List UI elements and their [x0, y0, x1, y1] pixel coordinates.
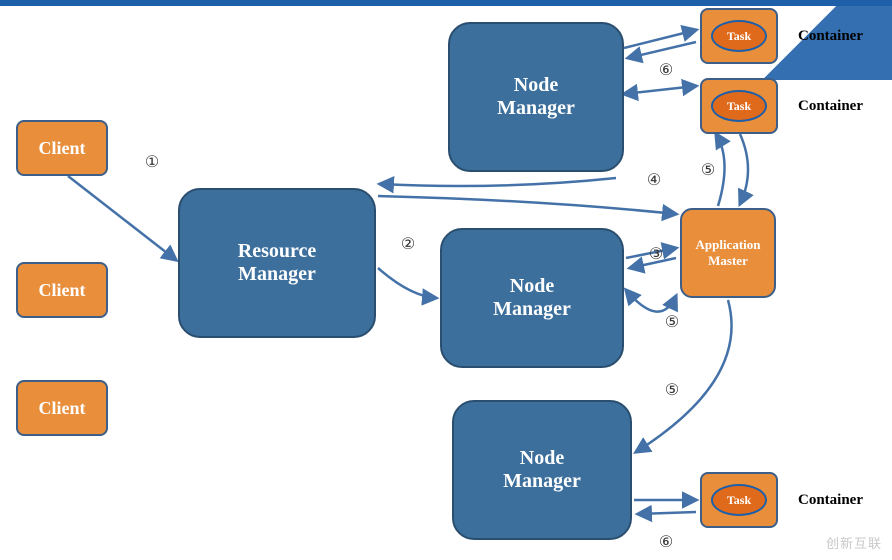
node-client3: Client — [16, 380, 108, 436]
task-ellipse-task2: Task — [711, 90, 767, 122]
task-ellipse-task3: Task — [711, 484, 767, 516]
container-label-c1: Container — [798, 28, 863, 45]
edge — [638, 512, 696, 514]
step-label-s1: ① — [140, 150, 164, 174]
edge — [68, 176, 176, 260]
step-label-s5c: ⑤ — [660, 378, 684, 402]
edge — [624, 30, 696, 48]
step-label-s5b: ⑤ — [660, 310, 684, 334]
step-label-s6b: ⑥ — [654, 530, 678, 554]
edge — [624, 86, 696, 94]
edge — [378, 196, 676, 214]
container-label-c2: Container — [798, 98, 863, 115]
step-label-s2: ② — [396, 232, 420, 256]
node-nm1: Node Manager — [448, 22, 624, 172]
edge — [380, 178, 616, 186]
node-nm2: Node Manager — [440, 228, 624, 368]
step-label-s6a: ⑥ — [654, 58, 678, 82]
container-label-c3: Container — [798, 492, 863, 509]
node-rm: Resource Manager — [178, 188, 376, 338]
edge — [626, 290, 676, 312]
edge — [378, 268, 436, 298]
step-label-s4: ④ — [642, 168, 666, 192]
diagram-canvas: Client Client Client Resource Manager Node M… — [0, 0, 892, 560]
node-appmaster: Application Master — [680, 208, 776, 298]
watermark: 创新互联 — [826, 533, 882, 552]
node-nm3: Node Manager — [452, 400, 632, 540]
task-ellipse-task1: Task — [711, 20, 767, 52]
edge — [740, 134, 748, 204]
node-client1: Client — [16, 120, 108, 176]
edge — [628, 42, 696, 58]
step-label-s5a: ⑤ — [696, 158, 720, 182]
step-label-s3: ③ — [644, 242, 668, 266]
node-client2: Client — [16, 262, 108, 318]
